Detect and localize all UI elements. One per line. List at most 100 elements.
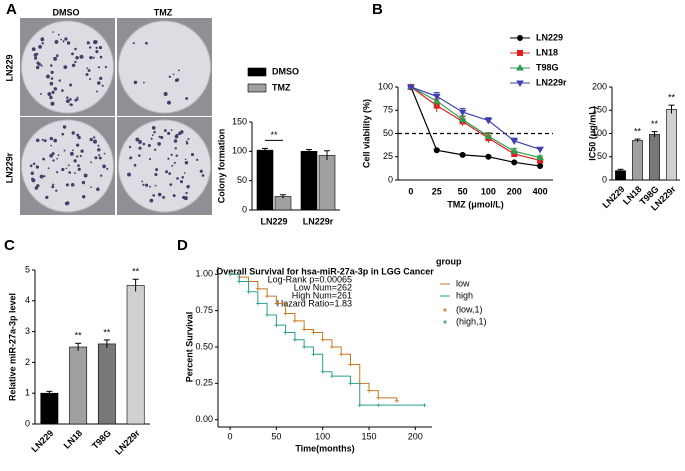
marker bbox=[433, 147, 440, 154]
colony bbox=[98, 46, 103, 50]
censor-mark bbox=[320, 337, 325, 342]
censor-mark bbox=[348, 381, 353, 386]
colony bbox=[63, 65, 68, 70]
censor-mark bbox=[367, 388, 372, 393]
colony bbox=[67, 164, 70, 167]
legend-label: LN18 bbox=[536, 47, 558, 57]
censor-mark bbox=[320, 369, 325, 374]
colony bbox=[32, 162, 36, 166]
colony bbox=[153, 148, 157, 151]
censor-mark bbox=[339, 352, 344, 357]
colony bbox=[36, 52, 39, 55]
colony bbox=[69, 151, 74, 156]
colony bbox=[141, 180, 144, 183]
marker bbox=[432, 93, 441, 101]
colony bbox=[97, 148, 101, 152]
colony bbox=[74, 47, 77, 51]
censor-mark bbox=[311, 352, 316, 357]
colony bbox=[65, 167, 68, 170]
x-tick-label: 150 bbox=[361, 431, 376, 441]
colony bbox=[66, 41, 71, 45]
colony bbox=[142, 183, 145, 186]
colony bbox=[97, 66, 100, 69]
x-axis-label: TMZ (μmol/L) bbox=[447, 199, 504, 209]
colony bbox=[132, 42, 135, 45]
significance-label: ** bbox=[651, 119, 659, 129]
colony bbox=[106, 167, 109, 170]
colony bbox=[151, 126, 156, 130]
legend-title: group bbox=[436, 256, 462, 266]
censor-mark bbox=[357, 403, 362, 408]
colony bbox=[76, 155, 79, 158]
colony bbox=[79, 54, 84, 59]
colony bbox=[77, 167, 81, 171]
y-tick-label: 150 bbox=[232, 116, 247, 126]
colony bbox=[52, 183, 55, 186]
colony bbox=[47, 92, 52, 96]
x-tick-label: 400 bbox=[533, 186, 548, 196]
colony bbox=[69, 83, 73, 87]
colony bbox=[168, 75, 171, 78]
bar bbox=[97, 343, 116, 425]
plate-column-label: DMSO bbox=[53, 7, 80, 17]
colony bbox=[30, 171, 34, 175]
colony bbox=[74, 60, 77, 64]
colony bbox=[36, 61, 40, 65]
colony bbox=[181, 175, 185, 179]
colony bbox=[83, 173, 88, 178]
colony bbox=[45, 195, 49, 200]
colony bbox=[68, 171, 72, 174]
bar bbox=[256, 149, 274, 211]
x-tick-label: 25 bbox=[432, 186, 442, 196]
legend-label: high bbox=[456, 290, 473, 300]
colony bbox=[69, 103, 72, 106]
colony bbox=[99, 55, 103, 59]
y-axis-label: Relative miR-27a-3p level bbox=[7, 293, 17, 401]
colony bbox=[93, 40, 98, 45]
colony bbox=[55, 54, 59, 58]
colony bbox=[97, 144, 100, 147]
colony bbox=[50, 64, 53, 67]
censor-mark bbox=[394, 398, 399, 403]
colony bbox=[39, 92, 42, 95]
legend-marker bbox=[516, 64, 524, 71]
censor-mark bbox=[274, 301, 279, 306]
significance-label: ** bbox=[103, 327, 111, 337]
colony bbox=[93, 136, 96, 139]
colony bbox=[50, 144, 53, 147]
series-line bbox=[410, 86, 541, 150]
colony bbox=[190, 153, 195, 157]
colony bbox=[90, 161, 93, 164]
colony bbox=[90, 186, 92, 189]
x-tick-label: LN229 bbox=[29, 428, 55, 454]
legend-marker bbox=[517, 50, 523, 56]
colony bbox=[76, 96, 79, 99]
bar bbox=[126, 285, 145, 425]
colony bbox=[61, 89, 64, 92]
bar bbox=[666, 109, 677, 181]
colony bbox=[81, 180, 86, 185]
colony bbox=[138, 154, 141, 157]
legend-swatch bbox=[247, 83, 267, 93]
censor-mark bbox=[274, 323, 279, 328]
colony bbox=[85, 73, 89, 77]
colony bbox=[149, 198, 154, 203]
colony bbox=[172, 194, 176, 198]
y-tick-label: 1 bbox=[25, 388, 30, 398]
y-tick-label: 5 bbox=[25, 264, 30, 274]
colony bbox=[145, 41, 148, 45]
colony bbox=[76, 133, 80, 137]
censor-mark bbox=[237, 279, 242, 284]
colony bbox=[79, 154, 82, 158]
legend-label: (high,1) bbox=[456, 316, 487, 326]
colony bbox=[43, 139, 47, 143]
colony bbox=[82, 195, 86, 199]
marker bbox=[536, 146, 544, 154]
y-tick-label: 150 bbox=[592, 105, 607, 115]
colony bbox=[169, 183, 173, 186]
plate-column-label: TMZ bbox=[154, 7, 173, 17]
colony bbox=[71, 63, 76, 68]
y-tick-label: 0 bbox=[25, 418, 30, 428]
